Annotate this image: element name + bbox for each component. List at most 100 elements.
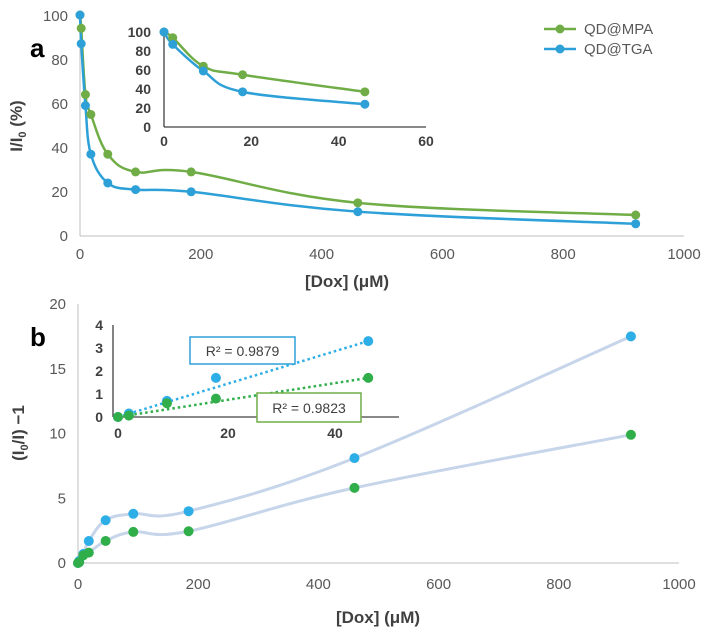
panel-a-point-mpa xyxy=(631,210,641,220)
panel-b-inset-points xyxy=(113,336,374,422)
panel-b-x-tick: 600 xyxy=(426,576,451,593)
panel-a-point-tga xyxy=(80,101,90,111)
panel-a-inset-lines xyxy=(162,30,366,106)
panel-a-axes xyxy=(79,15,684,237)
panel-a-inset-point-tga xyxy=(159,27,169,37)
panel-b-inset-y-ticks: 0 1 2 3 4 xyxy=(95,317,103,425)
panel-a-inset-y-tick: 0 xyxy=(143,119,151,135)
panel-a-point-mpa xyxy=(186,167,196,177)
panel-b-point-tga xyxy=(100,515,111,526)
legend-tga-label: QD@TGA xyxy=(584,41,653,58)
panel-b-inset-point-mpa xyxy=(363,372,374,383)
panel-b-point-tga xyxy=(128,508,139,519)
panel-a-point-tga xyxy=(353,207,363,217)
panel-b-y-tick: 20 xyxy=(49,296,66,313)
panel-a-inset-point-tga xyxy=(198,66,208,76)
panel-b-axes xyxy=(77,304,679,564)
panel-b-y-tick: 10 xyxy=(49,426,66,443)
panel-a-inset-y-tick: 20 xyxy=(135,100,151,116)
panel-a-inset-y-ticks: 0 20 40 60 80 100 xyxy=(128,24,152,135)
panel-a-point-mpa xyxy=(103,149,113,159)
panel-a-x-ticks: 0 200 400 600 800 1000 xyxy=(76,246,701,263)
panel-b-point-tga xyxy=(349,453,360,464)
panel-b-point-mpa xyxy=(349,482,360,493)
panel-a-point-tga xyxy=(103,178,113,188)
panel-a-inset-line-tga xyxy=(162,31,365,106)
panel-b-inset: 0 20 40 0 1 2 3 4 R² = 0.9879 R² = 0.982… xyxy=(95,317,402,441)
panel-a-point-tga xyxy=(186,187,196,197)
panel-b-point-mpa xyxy=(83,547,94,558)
panel-b-x-tick: 800 xyxy=(546,576,571,593)
panel-a-y-tick: 100 xyxy=(43,8,68,25)
panel-a-inset-point-tga xyxy=(168,39,178,49)
panel-a-inset-y-tick: 40 xyxy=(135,81,151,97)
panel-b-inset-point-mpa xyxy=(161,398,172,409)
panel-b-y-tick: 5 xyxy=(58,490,66,507)
panel-a-inset-y-tick: 80 xyxy=(135,43,151,59)
panel-b-inset-point-tga xyxy=(363,336,374,347)
panel-b-point-mpa xyxy=(625,429,636,440)
panel-b-inset-x-tick: 0 xyxy=(114,425,122,441)
panel-b-inset-point-mpa xyxy=(210,393,221,404)
panel-a-y-tick: 0 xyxy=(60,228,68,245)
legend-mpa-label: QD@MPA xyxy=(584,21,653,38)
legend-tga-marker xyxy=(555,44,565,54)
panel-b-inset-y-tick: 0 xyxy=(95,409,103,425)
panel-a-inset-x-tick: 60 xyxy=(418,133,434,149)
panel-b-inset-y-tick: 1 xyxy=(95,386,103,402)
r2-box-mpa xyxy=(256,392,362,423)
panel-b-point-mpa xyxy=(128,526,139,537)
panel-a-point-mpa xyxy=(353,198,363,208)
panel-b-x-tick: 400 xyxy=(306,576,331,593)
r2-label-mpa: R² = 0.9823 xyxy=(272,400,346,416)
panel-a-x-tick: 1000 xyxy=(667,246,700,263)
panel-a-inset-x-tick: 0 xyxy=(160,133,168,149)
panel-b-series-points xyxy=(73,331,636,568)
panel-b-point-tga xyxy=(625,331,636,342)
panel-a-point-mpa xyxy=(80,90,90,100)
panel-a-point-tga xyxy=(76,39,86,49)
panel-b-y-ticks: 0 5 10 15 20 xyxy=(49,296,66,572)
legend-mpa-marker xyxy=(555,24,565,34)
panel-a-inset-point-mpa xyxy=(168,33,178,43)
panel-a-series-points xyxy=(75,10,641,229)
panel-a-line-tga xyxy=(78,14,636,226)
panel-b-point-mpa xyxy=(183,526,194,537)
panel-a-inset-y-tick: 100 xyxy=(128,24,152,40)
panel-b-inset-y-tick: 4 xyxy=(95,317,103,333)
panel-a-x-tick: 600 xyxy=(430,246,455,263)
panel-a-label: a xyxy=(30,33,45,63)
panel-a-x-tick: 200 xyxy=(188,246,213,263)
panel-a-inset-y-tick: 60 xyxy=(135,62,151,78)
panel-b-inset-trendlines xyxy=(117,339,369,419)
panel-b-inset-y-tick: 3 xyxy=(95,340,103,356)
panel-a-series-lines xyxy=(78,14,636,226)
panel-a-inset-point-tga xyxy=(360,99,370,109)
panel-a-inset-x-tick: 40 xyxy=(331,133,347,149)
r2-box-tga xyxy=(189,336,296,365)
panel-b-x-tick: 0 xyxy=(74,576,82,593)
panel-a-x-tick: 400 xyxy=(309,246,334,263)
panel-b-y-tick: 0 xyxy=(58,555,66,572)
panel-a-inset-x-tick: 20 xyxy=(244,133,260,149)
panel-a-point-mpa xyxy=(76,23,86,33)
panel-a-inset-point-mpa xyxy=(238,70,248,80)
panel-b-inset-y-tick: 2 xyxy=(95,363,103,379)
panel-a-y-tick: 20 xyxy=(51,184,68,201)
panel-a-point-tga xyxy=(75,10,85,20)
panel-b-inset-point-mpa xyxy=(123,410,134,421)
panel-a-inset-points xyxy=(159,27,370,109)
panel-a-point-tga xyxy=(631,219,641,229)
panel-a-y-tick: 40 xyxy=(51,140,68,157)
panel-a-inset: 0 20 40 60 0 20 40 60 80 100 xyxy=(128,24,434,149)
panel-b-inset-point-mpa xyxy=(113,412,123,422)
panel-b: b 0 200 400 600 800 1000 0 5 10 15 20 [D… xyxy=(9,296,696,627)
panel-a-inset-x-ticks: 0 20 40 60 xyxy=(160,133,434,149)
panel-b-inset-x-ticks: 0 20 40 xyxy=(114,425,343,441)
panel-a-inset-point-mpa xyxy=(360,87,370,97)
panel-a-y-tick: 80 xyxy=(51,52,68,69)
panel-a-point-tga xyxy=(131,185,141,195)
panel-b-point-tga xyxy=(83,535,94,546)
panel-b-x-ticks: 0 200 400 600 800 1000 xyxy=(74,576,696,593)
